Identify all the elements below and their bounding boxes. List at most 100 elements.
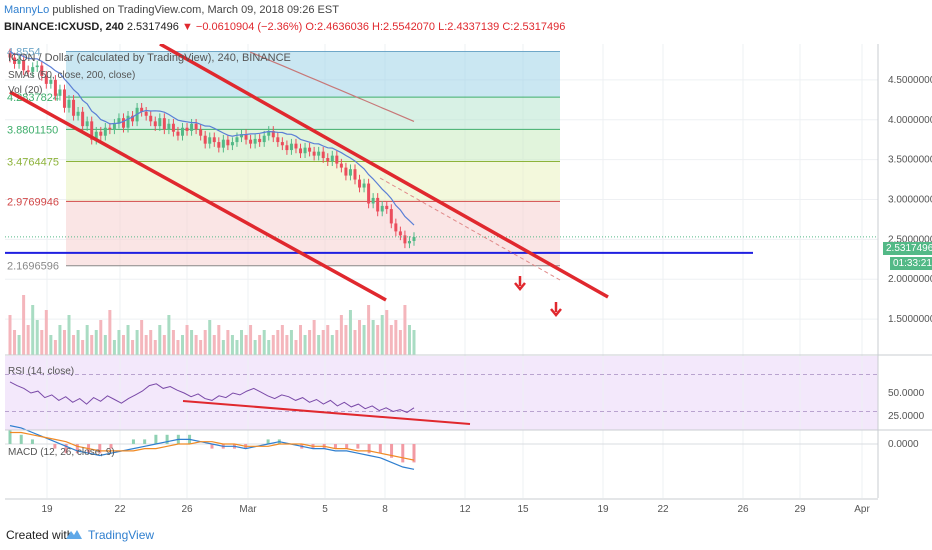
candle-body [22, 59, 26, 71]
volume-bar [321, 330, 325, 355]
volume-bar [271, 335, 275, 355]
volume-bar [203, 330, 207, 355]
arrow-head [514, 282, 526, 291]
tradingview-brand[interactable]: TradingView [88, 528, 155, 542]
candle-body [308, 147, 312, 152]
candle-body [407, 240, 411, 244]
candle-body [226, 139, 230, 146]
volume-bar [162, 335, 166, 355]
volume-bar [221, 340, 225, 355]
volume-bar [199, 340, 203, 355]
volume-bar [49, 335, 53, 355]
down-arrow-annotation [514, 276, 526, 291]
macd-histogram-bar [345, 444, 349, 449]
candle-body [403, 235, 407, 244]
volume-bar [362, 325, 366, 355]
macd-histogram-bar [8, 430, 12, 444]
x-tick-label: 19 [597, 504, 609, 515]
candle-body [262, 135, 266, 143]
down-arrow-icon: ▼ [181, 21, 193, 33]
x-tick-label: 22 [657, 504, 669, 515]
candle-body [121, 118, 125, 128]
candle-body [13, 57, 17, 64]
macd-histogram-bar [30, 439, 34, 444]
candle-body [353, 169, 357, 180]
candle-body [367, 183, 371, 204]
candle-body [253, 138, 257, 144]
fib-band [66, 97, 560, 130]
volume-bar [85, 325, 89, 355]
candle-body [126, 115, 130, 128]
candle-body [230, 142, 234, 146]
volume-bar [131, 340, 135, 355]
volume-legend: Vol (20) [8, 85, 42, 96]
volume-bar [385, 310, 389, 355]
macd-histogram-bar [75, 444, 79, 454]
volume-bar [412, 330, 416, 355]
rsi-legend: RSI (14, close) [8, 366, 74, 377]
volume-bar [40, 330, 44, 355]
candle-body [317, 151, 321, 156]
candle-body [17, 59, 21, 64]
volume-bar [262, 330, 266, 355]
candle-body [289, 143, 293, 151]
volume-bar [72, 335, 76, 355]
volume-bar [81, 340, 85, 355]
macd-signal-line [10, 431, 415, 461]
sma50-line [9, 50, 415, 226]
candle-body [385, 205, 389, 210]
fib-band [66, 51, 560, 98]
candle-body [303, 147, 307, 154]
volume-bar [330, 335, 334, 355]
volume-bar [258, 335, 262, 355]
volume-bar [312, 320, 316, 355]
volume-bar [167, 315, 171, 355]
candle-body [235, 137, 239, 143]
fib-band [66, 129, 560, 162]
candle-body [117, 118, 121, 124]
fib-band [66, 201, 560, 266]
volume-bar [180, 335, 184, 355]
volume-bar [280, 325, 284, 355]
volume-bar [212, 335, 216, 355]
candle-body [339, 163, 343, 168]
author-link[interactable]: MannyLo [4, 4, 50, 16]
volume-bar [235, 340, 239, 355]
volume-bar [394, 320, 398, 355]
candle-body [208, 137, 212, 144]
volume-bar [376, 325, 380, 355]
candle-body [321, 151, 325, 159]
volume-bar [121, 335, 125, 355]
fib-level-label: 4.2837824 [7, 92, 59, 104]
y-tick-label: 3.0000000 [888, 195, 932, 206]
volume-bar [389, 325, 393, 355]
x-tick-label: 15 [517, 504, 529, 515]
x-tick-label: 22 [114, 504, 126, 515]
macd-histogram-bar [143, 439, 147, 444]
candle-body [171, 123, 175, 132]
volume-bar [230, 335, 234, 355]
volume-bar [99, 320, 103, 355]
volume-bar [190, 330, 194, 355]
symbol-label: BINANCE:ICXUSD, 240 [4, 21, 124, 33]
macd-histogram-bar [333, 444, 337, 449]
rsi-background [5, 356, 878, 430]
volume-bar [17, 335, 21, 355]
symbol-line: BINANCE:ICXUSD, 240 2.5317496 ▼ −0.06109… [4, 21, 565, 33]
candle-body [380, 205, 384, 212]
volume-bar [358, 320, 362, 355]
volume-bar [380, 315, 384, 355]
volume-bar [153, 340, 157, 355]
volume-bar [317, 335, 321, 355]
y-tick-label: 3.5000000 [888, 155, 932, 166]
volume-bar [208, 320, 212, 355]
candle-body [199, 129, 203, 136]
candle-body [271, 130, 275, 138]
candle-body [371, 197, 375, 204]
candle-body [162, 118, 166, 130]
volume-bar [94, 330, 98, 355]
volume-bar [76, 330, 80, 355]
candle-body [158, 118, 162, 127]
candle-body [294, 143, 298, 149]
